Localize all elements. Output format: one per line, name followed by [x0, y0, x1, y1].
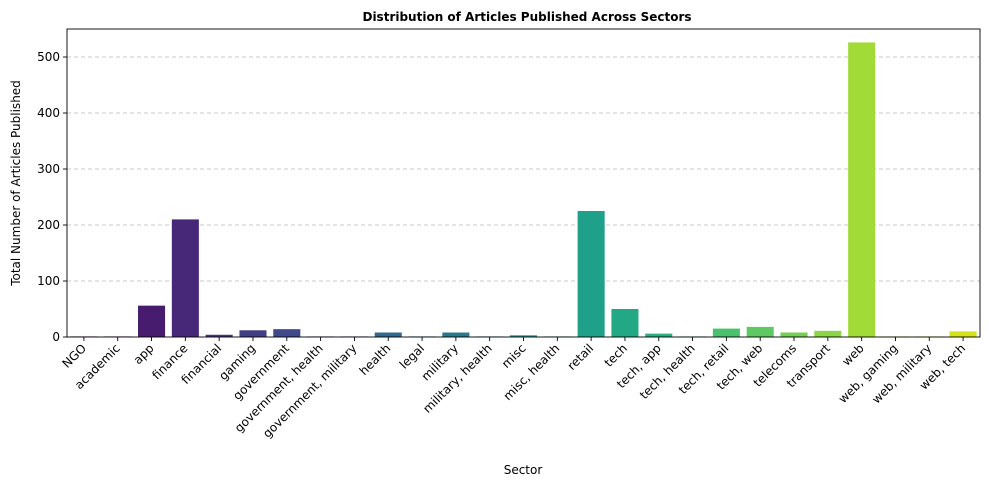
bar: [442, 332, 470, 337]
bar: [138, 305, 166, 337]
y-tick-label: 300: [37, 162, 60, 176]
bar: [949, 331, 977, 337]
bar: [171, 219, 199, 337]
bar: [611, 309, 639, 337]
bar: [645, 333, 673, 337]
bar: [509, 335, 538, 337]
bar: [780, 332, 808, 337]
bar: [239, 330, 267, 337]
y-axis: 0 100 200 300 400 500: [37, 50, 67, 344]
x-tick-label: legal: [397, 341, 427, 371]
y-tick-label: 100: [37, 274, 60, 288]
grid-lines: [67, 56, 980, 338]
x-tick-label: retail: [565, 341, 597, 373]
bars: [70, 42, 977, 337]
bar: [374, 332, 402, 337]
bar: [746, 326, 774, 337]
bar: [577, 211, 605, 337]
y-tick-label: 400: [37, 106, 60, 120]
x-tick-label: app: [131, 341, 157, 367]
y-tick-label: 500: [37, 50, 60, 64]
bar: [712, 328, 740, 337]
bar: [814, 330, 842, 337]
bar: [205, 334, 233, 337]
chart-title: Distribution of Articles Published Acros…: [362, 10, 691, 24]
y-axis-label: Total Number of Articles Published: [9, 80, 23, 287]
y-tick-label: 0: [52, 330, 60, 344]
bar: [273, 329, 301, 337]
y-tick-label: 200: [37, 218, 60, 232]
x-tick-label: tech: [602, 341, 630, 369]
x-tick-label: NGO: [60, 341, 90, 371]
x-tick-label: web: [839, 341, 866, 368]
bar: [848, 42, 876, 337]
plot-frame: [66, 28, 981, 338]
x-axis-label: Sector: [504, 463, 543, 477]
x-tick-label: health: [357, 341, 394, 378]
x-tick-label: misc: [499, 341, 529, 371]
